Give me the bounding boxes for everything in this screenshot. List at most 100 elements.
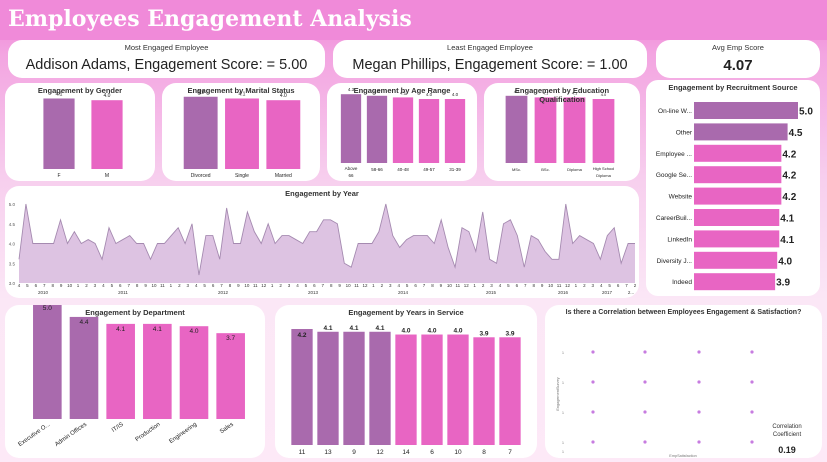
chart-card-department[interactable]: Engagement by Department 5.0 Executive O.… [5, 305, 265, 458]
data-label-marital-0: 4.2 [197, 90, 204, 96]
x-tick-year-29: 12 [261, 283, 267, 288]
tick-label-service-3: 12 [376, 449, 384, 456]
scatter-point-3 [750, 350, 754, 354]
x-tick-year-66: 1 [575, 283, 578, 288]
chart-card-recruitment[interactable]: Engagement by Recruitment Source On-line… [646, 80, 820, 296]
bar-service-2 [343, 331, 365, 445]
tick-label-department-1: Admin Offices [54, 422, 88, 448]
data-label-recruitment-6: 4.1 [780, 235, 794, 246]
data-label-department-1: 4.4 [79, 319, 88, 326]
tick-label-age-0-0: Above [345, 166, 358, 171]
x-tick-year-28: 11 [253, 283, 258, 288]
bar-marital-2 [266, 100, 301, 169]
x-tick-year-20: 3 [187, 283, 190, 288]
bar-education-0 [505, 95, 528, 163]
chart-title-department: Engagement by Department [85, 308, 185, 317]
chart-marital: 4.2 Divorced 4.1 Single 4.0 Married [183, 90, 301, 179]
data-label-recruitment-3: 4.2 [782, 171, 796, 182]
bar-recruitment-1 [694, 123, 788, 141]
x-tick-year-19: 2 [178, 283, 181, 288]
bar-age-2 [392, 97, 414, 163]
y-tick-correlation-3: 1 [562, 441, 564, 445]
data-label-service-5: 4.0 [427, 328, 436, 335]
data-label-service-2: 4.1 [349, 325, 358, 332]
chart-title-correlation: Is there a Correlation between Employees… [565, 309, 802, 316]
bar-service-7 [473, 337, 495, 445]
x-tick-year-46: 5 [406, 283, 409, 288]
chart-card-age[interactable]: Engagement by Age Range 4.3 Above 66 4.2 58-… [327, 83, 477, 181]
chart-card-correlation[interactable]: Is there a Correlation between Employees… [545, 305, 822, 458]
x-tick-year-25: 8 [229, 283, 232, 288]
x-tick-year-36: 7 [322, 283, 325, 288]
y-tick-year-4: 5.0 [9, 202, 16, 207]
data-label-department-3: 4.1 [153, 326, 162, 333]
x-tick-year-44: 3 [389, 283, 392, 288]
chart-card-gender[interactable]: Engagement by Gender 4.1 F 4.0 M [5, 83, 155, 181]
data-label-age-1: 4.2 [374, 89, 381, 94]
data-label-service-6: 4.0 [453, 328, 462, 335]
data-label-education-1: 4.1 [543, 90, 549, 95]
data-label-education-2: 4.1 [572, 90, 578, 95]
chart-education: 4.2 MSc. 4.1 BSc. 4.1 Diploma 4.0 High School Di… [505, 89, 614, 178]
chart-card-year[interactable]: Engagement by Year 3.0 3.5 4.0 4.5 5.0 4 5 6 7 8 9… [5, 186, 639, 298]
x-tick-year-4: 8 [51, 283, 54, 288]
x-tick-year-60: 7 [524, 283, 527, 288]
chart-card-marital[interactable]: Engagement by Marital Status 4.2 Divorced… [162, 83, 320, 181]
data-label-gender-1: 4.0 [104, 93, 111, 99]
x-tick-year-10: 4 [102, 283, 105, 288]
scatter-point-12 [591, 440, 595, 444]
tick-label-recruitment-8: Indeed [672, 279, 692, 286]
data-label-marital-1: 4.1 [239, 91, 246, 97]
chart-age: 4.3 Above 66 4.2 58-66 4.1 40-48 4.0 49-57 4.0 31-… [340, 87, 466, 178]
x-year-label-0: 2010 [38, 290, 49, 295]
data-label-service-8: 3.9 [505, 330, 514, 337]
chart-card-service[interactable]: Engagement by Years in Service 4.2 11 4.1 1… [275, 305, 537, 458]
scatter-point-7 [750, 380, 754, 384]
chart-title-service: Engagement by Years in Service [348, 308, 464, 317]
x-tick-year-30: 1 [271, 283, 274, 288]
bar-education-2 [563, 97, 586, 163]
tick-label-service-0: 11 [299, 449, 306, 456]
chart-gender: 4.1 F 4.0 M [43, 91, 123, 179]
x-tick-year-47: 6 [414, 283, 417, 288]
bar-department-0 [33, 305, 62, 419]
scatter-point-8 [591, 410, 595, 414]
x-tick-year-13: 7 [127, 283, 130, 288]
tick-label-service-8: 7 [508, 449, 512, 456]
data-label-service-1: 4.1 [323, 325, 332, 332]
tick-label-marital-0: Divorced [191, 173, 211, 179]
x-tick-year-50: 9 [440, 283, 443, 288]
bar-service-8 [499, 337, 521, 445]
data-label-age-2: 4.1 [400, 90, 407, 95]
kpi-avg-score[interactable]: Avg Emp Score 4.07 [656, 40, 820, 78]
x-tick-year-6: 10 [67, 283, 73, 288]
bar-recruitment-8 [694, 273, 776, 291]
x-tick-year-22: 5 [203, 283, 206, 288]
kpi-least-engaged-value: Megan Phillips, Engagement Score: = 1.00 [352, 57, 628, 73]
bar-recruitment-2 [694, 144, 782, 162]
x-tick-year-73: 2 [634, 283, 637, 288]
data-label-service-7: 3.9 [479, 330, 488, 337]
data-label-age-0: 4.3 [348, 87, 355, 92]
scatter-point-14 [697, 440, 701, 444]
bar-gender-1 [91, 100, 123, 169]
x-tick-year-38: 9 [338, 283, 341, 288]
kpi-most-engaged[interactable]: Most Engaged Employee Addison Adams, Eng… [8, 40, 325, 78]
chart-card-education[interactable]: Engagement by Education Qualification 4.… [484, 83, 640, 181]
x-tick-year-15: 9 [144, 283, 147, 288]
x-tick-year-45: 4 [397, 283, 400, 288]
tick-label-recruitment-5: CareerBuil... [656, 215, 692, 222]
scatter-point-6 [697, 380, 701, 384]
correlation-annotation-label-1: Correlation [772, 424, 801, 430]
scatter-point-11 [750, 410, 754, 414]
x-tick-year-0: 4 [18, 283, 21, 288]
x-tick-year-59: 6 [516, 283, 519, 288]
bar-age-0 [340, 94, 362, 163]
kpi-least-engaged[interactable]: Least Engaged Employee Megan Phillips, E… [333, 40, 647, 78]
kpi-most-engaged-value: Addison Adams, Engagement Score: = 5.00 [25, 57, 308, 73]
x-tick-year-55: 2 [482, 283, 485, 288]
data-label-education-3: 4.0 [601, 92, 607, 97]
tick-label-department-4: Engineering [168, 422, 198, 445]
scatter-point-0 [591, 350, 595, 354]
x-tick-year-12: 6 [119, 283, 122, 288]
